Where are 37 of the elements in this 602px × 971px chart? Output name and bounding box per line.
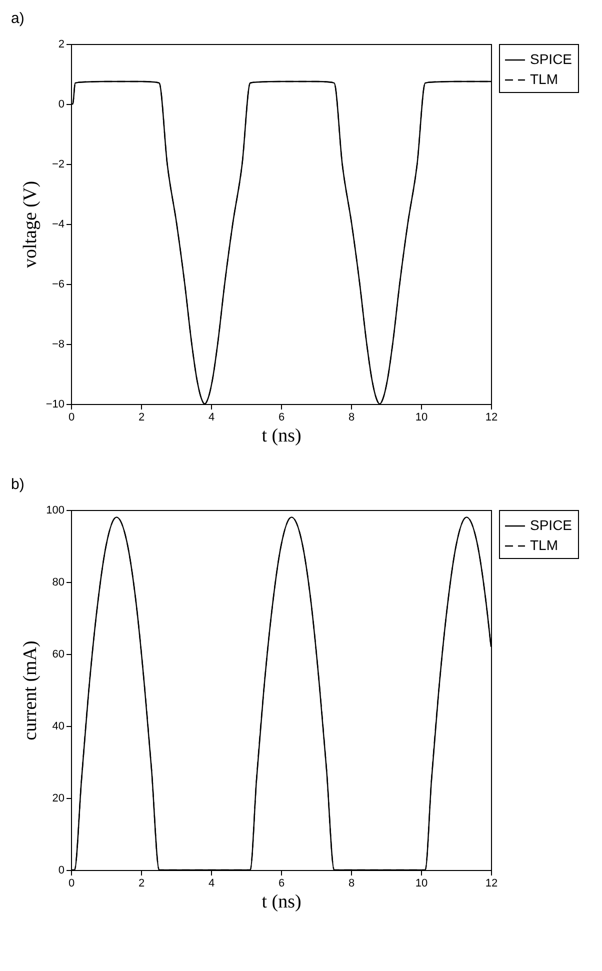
x-tick-label: 2 <box>138 412 145 424</box>
x-tick-label: 12 <box>485 412 498 424</box>
y-tick-label: 2 <box>58 38 64 50</box>
legend-label: TLM <box>530 537 558 553</box>
x-tick-label: 12 <box>485 878 498 890</box>
y-axis-title: current (mA) <box>20 640 42 740</box>
x-tick-label: 10 <box>415 412 428 424</box>
x-tick-label: 4 <box>208 878 215 890</box>
x-tick-label: 8 <box>348 412 355 424</box>
y-tick-label: −2 <box>52 158 64 170</box>
legend-label: TLM <box>530 71 558 87</box>
x-tick-label: 4 <box>208 412 215 424</box>
x-axis-title: t (ns) <box>262 426 302 446</box>
y-tick-label: 40 <box>52 720 64 732</box>
x-tick-label: 6 <box>278 412 285 424</box>
legend-label: SPICE <box>530 51 572 67</box>
legend-label: SPICE <box>530 517 572 533</box>
y-tick-label: 60 <box>52 648 64 660</box>
y-tick-label: 0 <box>58 98 64 110</box>
x-tick-label: 6 <box>278 878 285 890</box>
x-tick-label: 8 <box>348 878 355 890</box>
y-tick-label: −6 <box>52 278 64 290</box>
x-tick-label: 2 <box>138 878 145 890</box>
y-tick-label: −8 <box>52 338 64 350</box>
chart-title: b) <box>11 476 24 493</box>
x-tick-label: 10 <box>415 878 428 890</box>
y-tick-label: −10 <box>46 398 64 410</box>
y-tick-label: 80 <box>52 576 64 588</box>
y-tick-label: 20 <box>52 792 64 804</box>
y-tick-label: −4 <box>52 218 64 230</box>
x-tick-label: 0 <box>68 878 75 890</box>
x-tick-label: 0 <box>68 412 75 424</box>
y-axis-title: voltage (V) <box>20 180 41 268</box>
y-tick-label: 100 <box>46 504 64 516</box>
y-tick-label: 0 <box>58 864 64 876</box>
x-axis-title: t (ns) <box>262 892 302 912</box>
chart-title: a) <box>11 10 24 27</box>
